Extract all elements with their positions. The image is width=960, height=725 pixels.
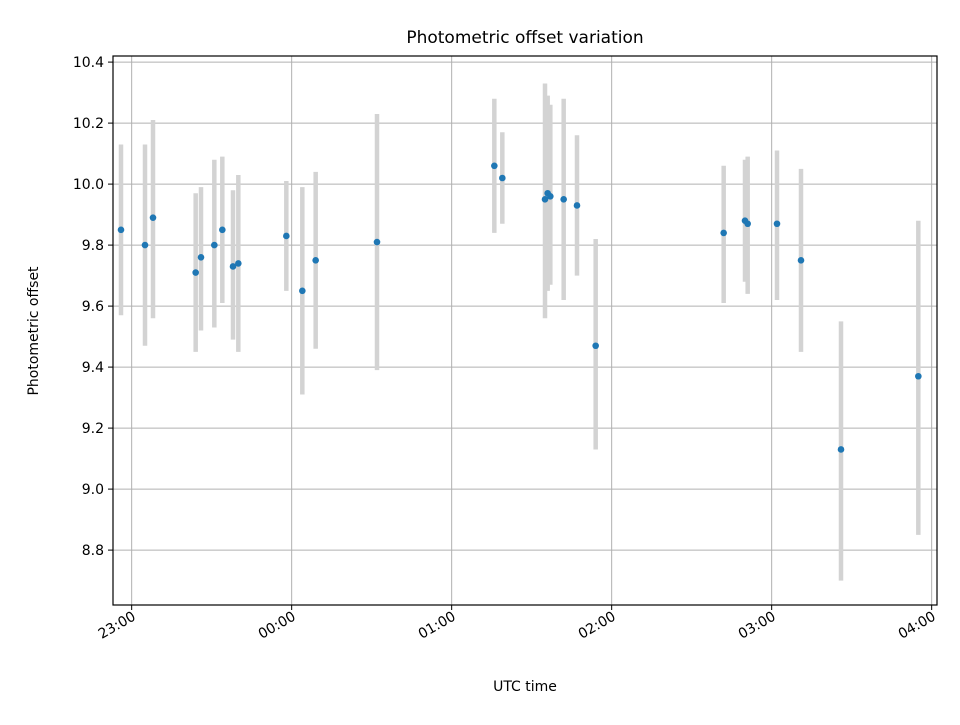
y-tick-label: 9.6	[82, 299, 104, 315]
point-layer	[117, 162, 922, 453]
data-point	[797, 257, 805, 264]
data-point	[837, 446, 845, 453]
data-point	[373, 238, 381, 246]
data-point	[299, 287, 306, 295]
data-point	[219, 226, 226, 234]
data-point	[547, 193, 554, 200]
y-tick-label: 9.4	[82, 360, 104, 376]
data-point	[720, 229, 727, 237]
data-point	[312, 257, 319, 264]
data-point	[141, 241, 149, 249]
y-tick-label: 10.0	[73, 177, 104, 193]
y-tick-label: 10.2	[73, 116, 104, 132]
grid-layer	[113, 56, 937, 605]
data-point	[560, 196, 567, 203]
data-point	[235, 260, 242, 267]
y-tick-label: 9.2	[82, 421, 104, 437]
x-axis-label: UTC time	[493, 679, 557, 695]
y-tick-label: 8.8	[82, 543, 104, 559]
data-point	[211, 241, 218, 249]
y-tick-label: 9.8	[82, 238, 104, 254]
y-tick-label: 9.0	[82, 482, 104, 498]
data-point	[499, 174, 506, 182]
data-point	[744, 220, 751, 228]
y-tick-label: 10.4	[73, 55, 104, 71]
data-point	[773, 220, 781, 228]
data-point	[197, 253, 205, 261]
data-point	[592, 342, 599, 350]
data-point	[149, 214, 157, 221]
data-point	[541, 196, 549, 203]
chart-title: Photometric offset variation	[406, 28, 643, 48]
data-point	[491, 162, 498, 170]
y-axis-label: Photometric offset	[26, 266, 42, 396]
data-point	[229, 263, 237, 270]
data-point	[283, 232, 290, 240]
data-point	[573, 202, 581, 209]
data-point	[192, 269, 199, 276]
data-point	[117, 226, 125, 234]
data-point	[915, 372, 922, 380]
plot-frame	[112, 55, 938, 606]
